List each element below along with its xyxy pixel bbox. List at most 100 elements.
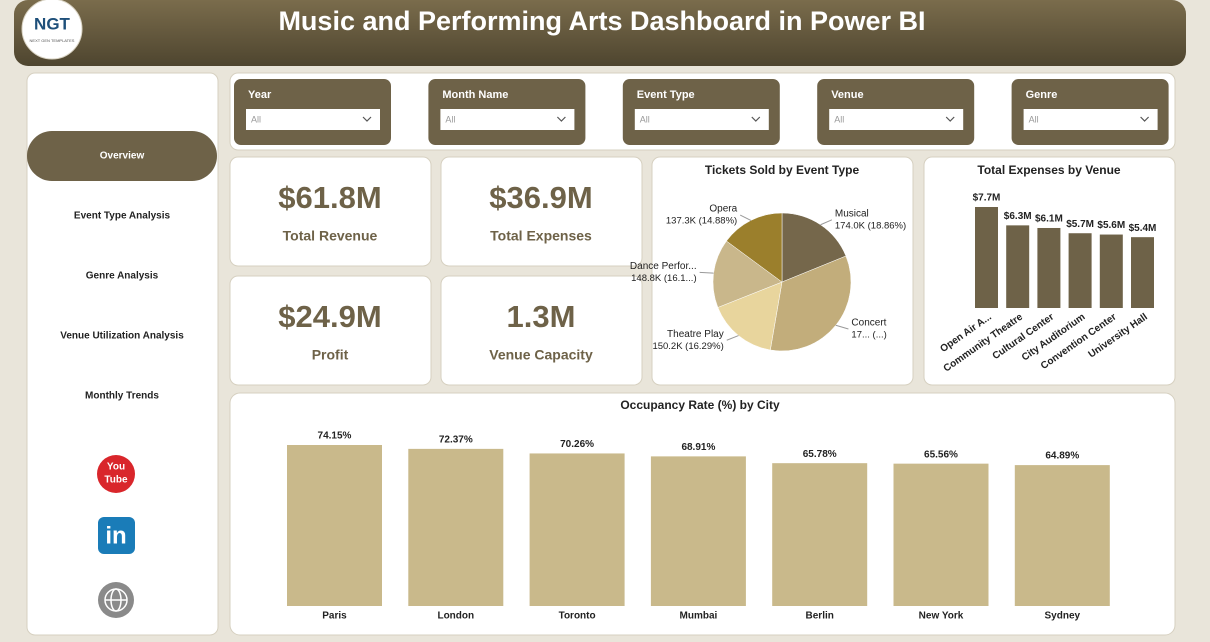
- kpi-value: $61.8M: [278, 180, 381, 215]
- filter-dropdown[interactable]: [829, 109, 964, 130]
- kpi-value: 1.3M: [507, 299, 576, 334]
- bar: [529, 453, 625, 606]
- pie-slice: [717, 281, 783, 351]
- filter-dropdown[interactable]: [246, 109, 380, 130]
- kpi-value: $36.9M: [489, 180, 592, 215]
- bar-value-label: $6.3M: [1004, 211, 1032, 222]
- nav-item[interactable]: Event Type Analysis: [74, 211, 171, 222]
- pie-label: Musical: [835, 208, 869, 219]
- filter-value: All: [640, 114, 650, 124]
- filter-value: All: [445, 114, 455, 124]
- filter-label: Event Type: [637, 89, 695, 101]
- logo-sub: NEXT GEN TEMPLATES: [30, 38, 75, 43]
- linkedin-icon[interactable]: [98, 517, 135, 554]
- kpi-card: [229, 156, 432, 267]
- bar: [893, 463, 989, 606]
- filter-label: Year: [248, 89, 272, 101]
- kpi-value: $24.9M: [278, 299, 381, 334]
- kpi-label: Total Revenue: [283, 228, 378, 244]
- chart-title: Tickets Sold by Event Type: [705, 163, 860, 177]
- bar: [1131, 237, 1154, 308]
- bar-value-label: $5.4M: [1129, 223, 1157, 234]
- bar: [650, 456, 746, 606]
- leader-line: [835, 324, 849, 330]
- pie-value-label: 137.3K (14.88%): [666, 216, 737, 227]
- filter-dropdown[interactable]: [440, 109, 575, 130]
- filter-value: All: [834, 114, 844, 124]
- x-tick-label: Toronto: [559, 611, 596, 622]
- kpi-card: [229, 275, 432, 386]
- dropdown-arrow: [1140, 116, 1150, 122]
- kpi-label: Venue Capacity: [489, 347, 593, 363]
- logo-text: NGT: [34, 14, 71, 33]
- leader-line: [739, 214, 752, 221]
- kpi-card: [440, 156, 643, 267]
- filter-value: All: [251, 114, 261, 124]
- logo: [21, 0, 83, 60]
- pie-value-label: 17... (...): [851, 330, 886, 341]
- nav-item[interactable]: Monthly Trends: [85, 391, 159, 402]
- nav-item[interactable]: Overview: [100, 151, 145, 162]
- pie-value-label: 150.2K (16.29%): [652, 341, 723, 352]
- bar: [1037, 227, 1061, 308]
- pie-label: Opera: [709, 204, 737, 215]
- bar: [287, 445, 382, 606]
- bar-value-label: 64.89%: [1045, 451, 1079, 462]
- bar-value-label: $7.7M: [973, 193, 1001, 204]
- nav-active[interactable]: [27, 131, 217, 181]
- x-tick-label: Mumbai: [680, 611, 718, 622]
- kpi-label: Profit: [312, 347, 349, 363]
- bar-value-label: 68.91%: [681, 442, 715, 453]
- filter-label: Venue: [831, 89, 863, 101]
- x-tick-label: Paris: [322, 611, 347, 622]
- bar: [1068, 233, 1092, 308]
- x-tick-label: Berlin: [806, 611, 834, 622]
- youtube-text: You: [107, 462, 125, 473]
- x-tick-label: New York: [919, 611, 964, 622]
- leader-line: [726, 335, 739, 341]
- bar-value-label: $5.6M: [1097, 220, 1125, 231]
- bar: [1014, 465, 1110, 606]
- x-tick-label: London: [437, 611, 474, 622]
- bar-value-label: 70.26%: [560, 439, 594, 450]
- youtube-icon[interactable]: [97, 455, 135, 493]
- pie-label: Dance Perfor...: [630, 261, 697, 272]
- chart-title: Total Expenses by Venue: [977, 163, 1120, 177]
- pie-value-label: 174.0K (18.86%): [835, 220, 906, 231]
- leader-line: [699, 271, 714, 274]
- filter-value: All: [1029, 114, 1039, 124]
- bar: [975, 207, 998, 308]
- nav-item[interactable]: Venue Utilization Analysis: [60, 331, 184, 342]
- chart-title: Occupancy Rate (%) by City: [620, 398, 780, 412]
- youtube-text: Tube: [104, 475, 128, 486]
- filter-dropdown[interactable]: [1023, 109, 1158, 130]
- bar-value-label: 65.56%: [924, 449, 958, 460]
- leader-line: [820, 219, 833, 226]
- pie-label: Theatre Play: [667, 329, 724, 340]
- bar-value-label: 65.78%: [803, 449, 837, 460]
- bar-value-label: $6.1M: [1035, 214, 1063, 225]
- bar-value-label: 74.15%: [318, 431, 352, 442]
- bar: [408, 448, 504, 606]
- x-tick-label: Sydney: [1045, 611, 1081, 622]
- bar-value-label: $5.7M: [1066, 219, 1094, 230]
- filter-label: Month Name: [442, 89, 508, 101]
- filter-dropdown[interactable]: [634, 109, 769, 130]
- kpi-label: Total Expenses: [490, 228, 592, 244]
- nav-item[interactable]: Genre Analysis: [86, 271, 159, 282]
- page-title: Music and Performing Arts Dashboard in P…: [278, 6, 925, 36]
- pie-value-label: 148.8K (16.1...): [631, 273, 696, 284]
- filter-label: Genre: [1026, 89, 1058, 101]
- bar: [772, 463, 868, 606]
- header-bar: [14, 0, 1186, 66]
- bar-value-label: 72.37%: [439, 435, 473, 446]
- bar: [1099, 234, 1123, 308]
- pie-slice: [712, 240, 783, 308]
- kpi-card: [440, 275, 643, 386]
- bar: [1006, 225, 1030, 308]
- pie-slice: [770, 255, 852, 352]
- dropdown-arrow: [945, 116, 955, 122]
- nav-panel: [26, 72, 219, 636]
